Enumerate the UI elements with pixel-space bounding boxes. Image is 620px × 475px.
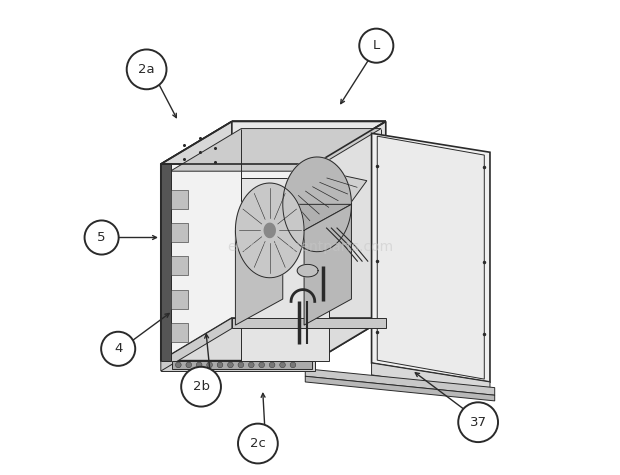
Polygon shape [377, 136, 484, 379]
Polygon shape [236, 204, 283, 325]
Circle shape [269, 362, 275, 368]
Polygon shape [161, 361, 315, 371]
Circle shape [238, 424, 278, 464]
Polygon shape [171, 256, 188, 275]
Circle shape [186, 362, 192, 368]
Polygon shape [236, 204, 352, 230]
Circle shape [259, 362, 265, 368]
Polygon shape [371, 133, 490, 382]
Circle shape [126, 49, 167, 89]
Polygon shape [241, 178, 329, 361]
Text: L: L [373, 39, 380, 52]
Text: 2b: 2b [193, 380, 210, 393]
Circle shape [238, 362, 244, 368]
Polygon shape [161, 318, 386, 361]
Polygon shape [371, 363, 490, 394]
Polygon shape [291, 173, 367, 221]
Polygon shape [161, 122, 232, 361]
Polygon shape [171, 190, 188, 209]
Polygon shape [305, 376, 495, 401]
Text: ereplacementparts.com: ereplacementparts.com [227, 240, 393, 254]
Circle shape [458, 402, 498, 442]
Text: 2a: 2a [138, 63, 155, 76]
Circle shape [217, 362, 223, 368]
Circle shape [175, 362, 181, 368]
Polygon shape [305, 369, 495, 395]
Circle shape [249, 362, 254, 368]
Polygon shape [264, 223, 275, 238]
Polygon shape [170, 129, 381, 171]
Text: 5: 5 [97, 231, 106, 244]
Polygon shape [161, 122, 386, 164]
Polygon shape [161, 318, 232, 371]
Polygon shape [232, 318, 386, 328]
Circle shape [101, 332, 135, 366]
Text: 2c: 2c [250, 437, 266, 450]
Polygon shape [315, 122, 386, 361]
Circle shape [280, 362, 285, 368]
Text: 37: 37 [469, 416, 487, 429]
Text: 4: 4 [114, 342, 122, 355]
Polygon shape [161, 164, 171, 361]
Polygon shape [304, 204, 352, 325]
Polygon shape [171, 290, 188, 309]
Circle shape [197, 362, 202, 368]
Polygon shape [297, 265, 318, 277]
Polygon shape [171, 223, 188, 242]
Circle shape [228, 362, 233, 368]
Circle shape [84, 220, 118, 255]
Polygon shape [283, 157, 352, 252]
Polygon shape [171, 323, 188, 342]
Circle shape [206, 362, 213, 368]
Circle shape [359, 28, 393, 63]
Polygon shape [161, 164, 315, 361]
Circle shape [290, 362, 296, 368]
Circle shape [181, 367, 221, 407]
Polygon shape [172, 361, 312, 369]
Polygon shape [236, 183, 304, 278]
